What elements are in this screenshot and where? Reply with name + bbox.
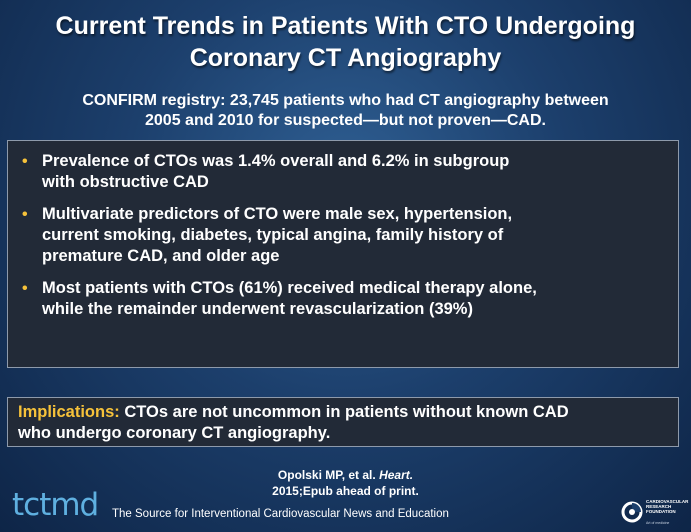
- crf-name-line-2: RESEARCH: [646, 504, 672, 509]
- citation-journal: Heart.: [379, 468, 414, 482]
- findings-box: • Prevalence of CTOs was 1.4% overall an…: [7, 140, 679, 368]
- bullet-line: Prevalence of CTOs was 1.4% overall and …: [42, 152, 510, 170]
- citation-authors: Opolski MP, et al.: [277, 468, 380, 482]
- citation-details: 2015;Epub ahead of print.: [272, 484, 419, 498]
- subtitle-line-2: 2005 and 2010 for suspected—but not prov…: [145, 112, 546, 129]
- bullet-line: Multivariate predictors of CTO were male…: [42, 205, 513, 223]
- implications-text-line-2: who undergo coronary CT angiography.: [18, 424, 331, 442]
- footer-tagline: The Source for Interventional Cardiovasc…: [112, 508, 449, 520]
- implications-box: Implications: CTOs are not uncommon in p…: [7, 397, 679, 447]
- crf-name-line-3: FOUNDATION: [646, 509, 676, 514]
- title-line-1: Current Trends in Patients With CTO Unde…: [55, 12, 636, 40]
- bullet-line: while the remainder underwent revascular…: [42, 300, 473, 318]
- bullet-icon: •: [22, 153, 28, 170]
- findings-list: • Prevalence of CTOs was 1.4% overall an…: [22, 151, 662, 320]
- bullet-line: current smoking, diabetes, typical angin…: [42, 226, 504, 244]
- bullet-item-predictors: • Multivariate predictors of CTO were ma…: [22, 204, 662, 267]
- title-line-2: Coronary CT Angiography: [189, 44, 502, 72]
- crf-name-line-1: CARDIOVASCULAR: [646, 499, 689, 504]
- crf-name: CARDIOVASCULAR RESEARCH FOUNDATION: [646, 499, 690, 514]
- bullet-item-prevalence: • Prevalence of CTOs was 1.4% overall an…: [22, 151, 662, 193]
- citation: Opolski MP, et al. Heart. 2015;Epub ahea…: [230, 467, 461, 499]
- bullet-line: with obstructive CAD: [42, 173, 209, 191]
- crf-subtext: Art of medicine: [646, 521, 670, 525]
- crf-logo: CARDIOVASCULAR RESEARCH FOUNDATION Art o…: [621, 497, 690, 529]
- bullet-icon: •: [22, 206, 28, 223]
- bullet-line: Most patients with CTOs (61%) received m…: [42, 279, 537, 297]
- subtitle-line-1: CONFIRM registry: 23,745 patients who ha…: [82, 92, 609, 109]
- implications-label: Implications:: [18, 403, 120, 421]
- bullet-item-therapy: • Most patients with CTOs (61%) received…: [22, 278, 662, 320]
- bullet-icon: •: [22, 280, 28, 297]
- tctmd-logo: tctmd: [12, 487, 99, 523]
- slide-title: Current Trends in Patients With CTO Unde…: [20, 10, 671, 74]
- bullet-line: premature CAD, and older age: [42, 247, 280, 265]
- crf-logo-icon: [621, 501, 643, 523]
- slide-subtitle: CONFIRM registry: 23,745 patients who ha…: [20, 91, 671, 131]
- implications-text-line-1: CTOs are not uncommon in patients withou…: [119, 403, 569, 421]
